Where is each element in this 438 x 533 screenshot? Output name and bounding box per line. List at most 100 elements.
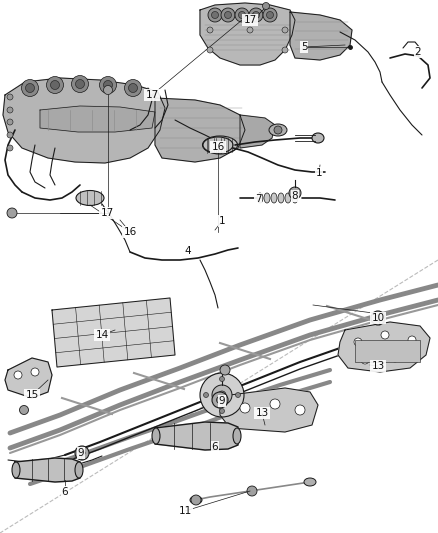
Circle shape (239, 12, 246, 19)
Ellipse shape (292, 193, 298, 203)
Circle shape (221, 8, 235, 22)
Circle shape (75, 79, 85, 88)
Circle shape (263, 8, 277, 22)
Text: 1: 1 (219, 216, 225, 226)
Circle shape (262, 3, 269, 10)
Circle shape (219, 376, 225, 382)
Circle shape (212, 385, 232, 405)
Ellipse shape (152, 428, 160, 444)
Polygon shape (155, 98, 245, 162)
Text: 16: 16 (124, 227, 137, 237)
Text: 13: 13 (371, 361, 385, 371)
Ellipse shape (285, 193, 291, 203)
Circle shape (71, 76, 88, 93)
Circle shape (375, 315, 381, 321)
Circle shape (99, 77, 117, 93)
Text: 17: 17 (100, 208, 113, 218)
Ellipse shape (312, 133, 324, 143)
Circle shape (200, 373, 244, 417)
Polygon shape (15, 458, 80, 482)
Circle shape (7, 145, 13, 151)
Circle shape (219, 408, 225, 414)
Text: 15: 15 (25, 390, 39, 400)
Circle shape (289, 187, 301, 199)
Circle shape (391, 354, 399, 362)
Circle shape (128, 84, 138, 93)
Circle shape (282, 27, 288, 33)
Polygon shape (200, 3, 295, 65)
Circle shape (50, 80, 60, 90)
Text: 17: 17 (145, 90, 159, 100)
Ellipse shape (76, 190, 104, 206)
Circle shape (381, 331, 389, 339)
Circle shape (274, 126, 282, 134)
Ellipse shape (233, 428, 241, 444)
Circle shape (21, 79, 39, 96)
Polygon shape (338, 322, 430, 372)
Ellipse shape (202, 136, 237, 154)
Text: 4: 4 (185, 246, 191, 256)
Circle shape (216, 397, 223, 403)
Text: 2: 2 (415, 47, 421, 57)
Circle shape (208, 8, 222, 22)
Circle shape (191, 495, 201, 505)
Text: 7: 7 (254, 194, 261, 204)
Circle shape (247, 486, 257, 496)
Circle shape (236, 392, 240, 398)
Ellipse shape (269, 124, 287, 136)
Polygon shape (220, 388, 318, 432)
Text: 9: 9 (219, 396, 225, 406)
Polygon shape (52, 298, 175, 367)
Circle shape (103, 80, 113, 90)
Circle shape (235, 8, 249, 22)
Circle shape (25, 84, 35, 93)
Circle shape (75, 446, 89, 460)
Ellipse shape (271, 193, 277, 203)
Circle shape (46, 77, 64, 93)
Text: 5: 5 (301, 42, 307, 52)
Ellipse shape (75, 462, 83, 478)
Circle shape (354, 338, 362, 346)
Circle shape (266, 12, 273, 19)
Circle shape (249, 14, 257, 22)
Text: 11: 11 (178, 506, 192, 516)
Text: 14: 14 (95, 330, 109, 340)
Circle shape (270, 399, 280, 409)
Circle shape (408, 336, 416, 344)
Circle shape (7, 119, 13, 125)
Circle shape (103, 85, 113, 94)
Circle shape (7, 132, 13, 138)
Circle shape (7, 94, 13, 100)
Polygon shape (290, 12, 352, 60)
Circle shape (204, 392, 208, 398)
Text: 6: 6 (62, 487, 68, 497)
Ellipse shape (257, 193, 263, 203)
Circle shape (249, 8, 263, 22)
Bar (355, 340, 420, 362)
Polygon shape (5, 358, 52, 398)
Circle shape (220, 365, 230, 375)
Text: 8: 8 (292, 191, 298, 201)
Text: 17: 17 (244, 15, 257, 25)
Circle shape (240, 403, 250, 413)
Circle shape (212, 12, 219, 19)
Circle shape (7, 208, 17, 218)
Circle shape (20, 406, 28, 415)
Circle shape (247, 27, 253, 33)
Circle shape (7, 107, 13, 113)
Ellipse shape (278, 193, 284, 203)
Circle shape (361, 356, 369, 364)
Circle shape (371, 311, 385, 325)
Circle shape (14, 371, 22, 379)
Ellipse shape (203, 137, 233, 153)
Circle shape (207, 47, 213, 53)
Text: 10: 10 (371, 313, 385, 323)
Polygon shape (3, 78, 165, 163)
Circle shape (31, 368, 39, 376)
Text: 9: 9 (78, 448, 84, 458)
Ellipse shape (190, 496, 202, 504)
Circle shape (218, 391, 226, 399)
Text: 1: 1 (316, 168, 322, 178)
Circle shape (212, 392, 228, 408)
Polygon shape (155, 422, 238, 450)
